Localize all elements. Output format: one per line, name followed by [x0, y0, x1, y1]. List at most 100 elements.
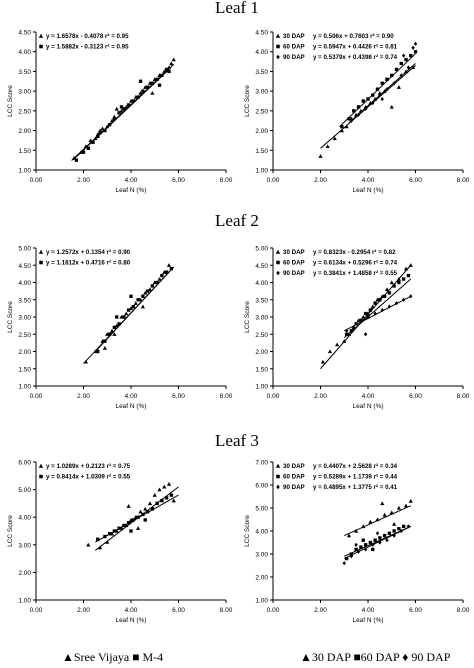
x-tick-label: 6.00 — [172, 177, 185, 184]
legend-equation: y = 1.2572x + 0.1354 r² = 0.90 — [46, 249, 131, 256]
data-point — [363, 543, 368, 547]
data-point — [389, 104, 394, 109]
data-point — [122, 315, 126, 319]
y-tick-label: 2.50 — [18, 332, 31, 339]
legend-marker — [276, 44, 280, 49]
data-point — [375, 87, 380, 91]
trendline — [344, 295, 411, 332]
data-point — [390, 73, 394, 78]
x-tick-label: 2.00 — [314, 607, 327, 614]
legend-equation: y = 0.6134x + 0.5296 r² = 0.74 — [313, 260, 398, 267]
data-point — [361, 538, 365, 542]
chart-leaf2-variety: 1.00 1.50 2.00 2.50 3.00 3.50 4.00 4.50 5.00 0.00… — [0, 238, 237, 438]
trendline — [339, 53, 416, 127]
data-point — [136, 298, 140, 302]
data-point — [107, 332, 112, 336]
y-tick-label: 4.00 — [18, 515, 31, 522]
data-point — [382, 512, 387, 517]
x-axis-label: Leaf N (%) — [352, 403, 383, 410]
data-point — [162, 484, 167, 489]
x-tick-label: 8.00 — [457, 393, 470, 400]
y-tick-label: 4.00 — [18, 280, 31, 287]
data-point — [349, 554, 354, 559]
data-point — [354, 547, 358, 552]
y-tick-label: 1.00 — [18, 168, 31, 175]
data-point — [361, 314, 366, 319]
data-point — [145, 510, 150, 514]
legend-equation: y = 1.6578x - 0.4078 r² = 0.95 — [46, 33, 129, 40]
y-tick-label: 1.50 — [18, 148, 31, 155]
x-tick-label: 6.00 — [409, 393, 422, 400]
y-tick-label: 3.50 — [255, 69, 268, 76]
trendline — [348, 63, 416, 124]
data-point — [375, 531, 380, 536]
legend-marker — [276, 260, 280, 265]
y-tick-label: 2.00 — [18, 570, 31, 577]
y-tick-label: 2.00 — [255, 349, 268, 356]
legend-equation: y = 0.5379x + 0.4398 r² = 0.74 — [313, 54, 398, 61]
chart-leaf3-dap: 1.00 2.00 3.00 4.00 5.00 6.00 7.00 0.00 2.00 4.00… — [237, 452, 474, 652]
data-point — [157, 487, 162, 492]
data-point — [392, 529, 396, 533]
data-point — [169, 493, 174, 497]
y-tick-label: 3.00 — [18, 542, 31, 549]
legend-series-name: 90 DAP — [283, 270, 305, 277]
data-point — [164, 67, 169, 72]
x-tick-label: 2.00 — [314, 177, 327, 184]
y-tick-label: 4.00 — [18, 49, 31, 56]
legend-equation: y = 0.8414x + 1.0309 r² = 0.55 — [46, 474, 131, 481]
legend-equation: y = 1.1812x + 0.4716 r² = 0.80 — [46, 260, 131, 267]
data-point — [119, 105, 124, 109]
data-point — [157, 83, 162, 87]
data-point — [133, 301, 138, 305]
data-point — [380, 96, 384, 102]
y-tick-label: 1.50 — [255, 366, 268, 373]
data-point — [413, 41, 418, 46]
data-point — [166, 481, 172, 486]
y-tick-label: 3.00 — [255, 315, 268, 322]
data-point — [155, 501, 159, 506]
data-point — [160, 273, 164, 278]
data-point — [387, 531, 392, 535]
legend-series-name: 60 DAP — [283, 44, 305, 51]
x-axis-label: Leaf N (%) — [352, 187, 383, 194]
data-point — [155, 77, 159, 81]
y-tick-label: 1.50 — [255, 148, 268, 155]
data-point — [406, 273, 411, 278]
data-point — [352, 109, 356, 113]
data-point — [354, 542, 358, 547]
data-point — [147, 501, 153, 506]
trendline — [320, 264, 412, 370]
legend-dap: ▲30 DAP ■60 DAP ♦ 90 DAP — [300, 650, 451, 664]
data-point — [143, 518, 147, 522]
data-point — [96, 537, 100, 541]
data-point — [81, 150, 86, 154]
data-point — [409, 53, 413, 58]
data-point — [389, 280, 394, 285]
x-tick-label: 4.00 — [362, 177, 375, 184]
x-tick-label: 8.00 — [457, 607, 470, 614]
data-point — [86, 542, 91, 547]
y-tick-label: 3.00 — [18, 315, 31, 322]
data-point — [363, 311, 368, 316]
y-tick-label: 4.00 — [255, 280, 268, 287]
data-point — [96, 349, 100, 354]
data-point — [346, 533, 352, 538]
y-tick-label: 3.00 — [18, 89, 31, 96]
data-point — [385, 538, 389, 543]
chart-leaf1-variety: 1.00 1.50 2.00 2.50 3.00 3.50 4.00 4.50 0.00 2.00… — [0, 22, 237, 222]
data-point — [392, 522, 397, 526]
data-point — [413, 50, 418, 54]
trendline — [320, 65, 416, 149]
trendline — [344, 525, 411, 557]
x-tick-label: 0.00 — [267, 177, 280, 184]
y-tick-label: 6.00 — [255, 483, 268, 490]
data-point — [411, 45, 415, 50]
data-point — [138, 509, 143, 514]
chart-svg: 1.00 1.50 2.00 2.50 3.00 3.50 4.00 4.50 5.00 0.00… — [244, 246, 470, 411]
data-point — [399, 61, 403, 66]
legend-series-name: 30 DAP — [283, 33, 305, 40]
data-point — [392, 284, 396, 288]
data-point — [397, 527, 401, 531]
